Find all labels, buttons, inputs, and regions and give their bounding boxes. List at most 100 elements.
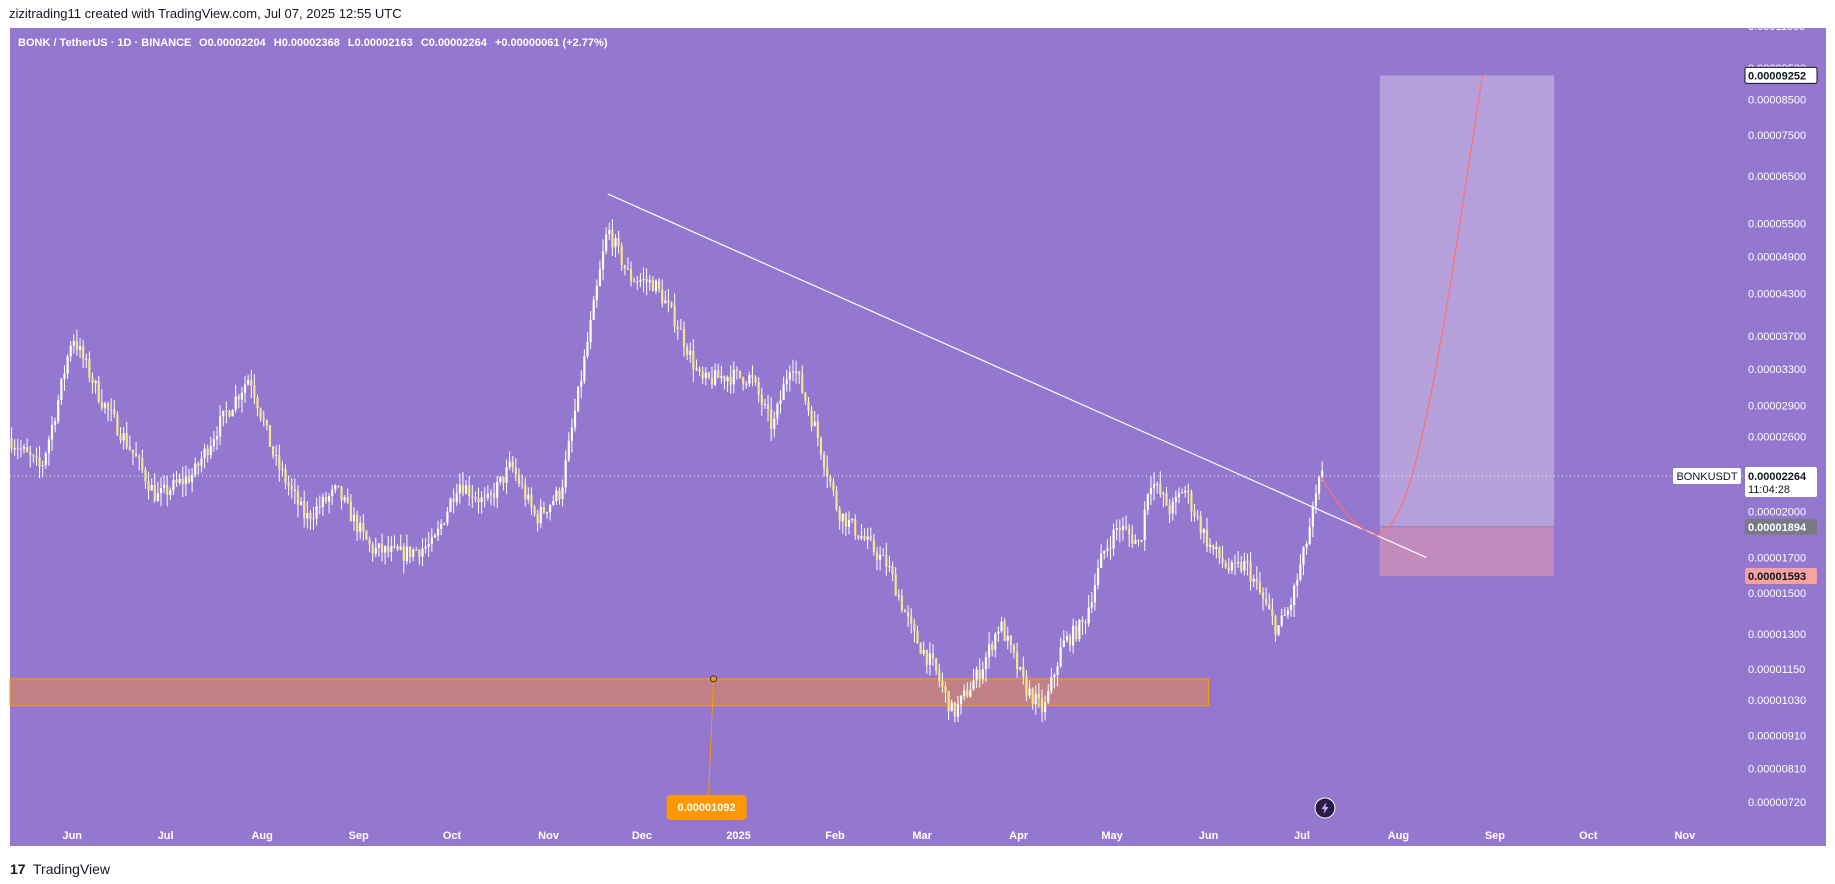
candle-body: [931, 653, 935, 659]
candle-body: [981, 669, 984, 680]
candle: [903, 608, 907, 613]
candle: [595, 279, 598, 308]
candle-body: [1215, 547, 1218, 550]
candle-body: [1143, 509, 1146, 541]
stop-zone[interactable]: [1379, 526, 1555, 577]
tradingview-brand[interactable]: TradingView: [33, 861, 111, 877]
candle: [1227, 557, 1230, 575]
candle: [150, 478, 153, 491]
candle: [617, 230, 620, 254]
support-marker[interactable]: [710, 675, 718, 683]
x-tick-label: Jun: [1199, 830, 1219, 842]
tradingview-logo-icon[interactable]: 17: [10, 861, 26, 877]
candle-body: [256, 397, 259, 409]
candle: [1019, 666, 1022, 671]
candle-body: [1274, 616, 1277, 635]
target-price-label: 0.00009252: [1748, 70, 1806, 82]
candle: [499, 476, 502, 485]
candle-body: [47, 439, 51, 454]
support-zone[interactable]: [9, 678, 1210, 707]
candle: [1299, 554, 1302, 582]
y-tick-label: 0.00001300: [1748, 629, 1806, 641]
candle-body: [1308, 526, 1311, 544]
candle-body: [1317, 477, 1321, 494]
candle: [331, 485, 334, 506]
ohlc-open-label: O: [199, 37, 208, 49]
candle-body: [994, 633, 997, 650]
target-zone[interactable]: [1379, 75, 1555, 527]
candle-body: [735, 369, 738, 371]
candle: [1258, 571, 1262, 595]
candle: [642, 267, 645, 293]
descending-trendline[interactable]: [607, 193, 1427, 559]
candle: [854, 514, 857, 540]
candle-body: [928, 653, 932, 665]
candle: [247, 374, 250, 386]
candle-body: [900, 595, 903, 611]
candle-body: [390, 546, 393, 552]
projection-curve[interactable]: [1320, 75, 1484, 536]
candle: [1202, 527, 1205, 544]
candle-body: [885, 554, 888, 567]
y-tick-label: 0.00011000: [1748, 21, 1805, 33]
candle-body: [907, 612, 910, 617]
candle-body: [356, 514, 359, 532]
candle-body: [1106, 548, 1109, 551]
candle-body: [875, 552, 879, 560]
candle: [626, 257, 630, 271]
candle-body: [468, 485, 471, 497]
candle-body: [75, 341, 79, 350]
ohlc-low-label: L: [348, 37, 355, 49]
candle: [253, 374, 256, 405]
candle: [766, 394, 770, 422]
candle: [950, 699, 953, 712]
candle-body: [605, 234, 608, 252]
candle: [875, 547, 879, 571]
candle-body: [984, 657, 988, 670]
candle: [91, 372, 94, 394]
candle: [826, 455, 829, 489]
candle-body: [869, 536, 872, 540]
candle: [636, 276, 639, 290]
candle: [779, 390, 782, 414]
candle-body: [1162, 493, 1165, 495]
candle-body: [312, 518, 315, 520]
candle-body: [222, 410, 225, 417]
candle-body: [757, 382, 760, 395]
support-label-box[interactable]: [666, 795, 747, 820]
candle: [100, 389, 103, 411]
candle: [1096, 559, 1100, 590]
y-tick-label: 0.00001030: [1748, 695, 1806, 707]
candle-body: [1224, 562, 1227, 568]
current-price-label: 0.00002264: [1748, 471, 1807, 483]
candle-body: [346, 497, 349, 502]
candle-body: [822, 454, 826, 468]
lightning-icon[interactable]: [1314, 797, 1336, 819]
candle-body: [1296, 579, 1299, 586]
candle-body: [243, 384, 247, 393]
candle-body: [131, 449, 135, 454]
candle: [1109, 536, 1112, 561]
candle-body: [172, 480, 175, 491]
candle: [813, 411, 816, 427]
candle: [508, 451, 511, 471]
candle-body: [835, 490, 838, 509]
candle-body: [147, 481, 150, 491]
candle: [639, 273, 642, 288]
candle: [13, 439, 16, 456]
ohlc-high-label: H: [274, 37, 282, 49]
candle-body: [670, 302, 673, 306]
candle: [987, 632, 991, 669]
candle-body: [29, 451, 32, 456]
price-chart[interactable]: 0.000110000.000095000.000085000.00007500…: [0, 0, 1835, 854]
candle-body: [440, 524, 443, 529]
y-tick-label: 0.00005500: [1748, 218, 1806, 230]
candle-body: [496, 481, 499, 498]
candle: [1283, 606, 1286, 616]
candle: [1212, 544, 1215, 555]
candle: [144, 467, 147, 489]
candle-body: [181, 478, 184, 485]
candle: [1289, 597, 1293, 617]
candle: [455, 483, 458, 507]
candle-body: [486, 493, 489, 498]
